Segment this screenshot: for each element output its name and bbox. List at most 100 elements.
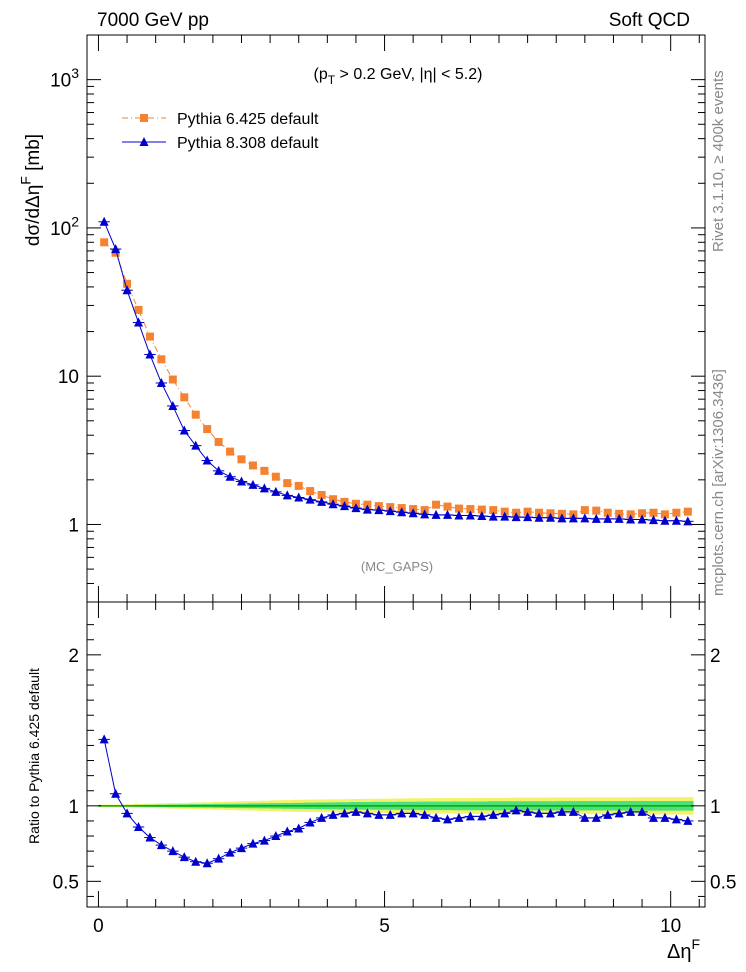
- x-tick-label: 5: [379, 916, 390, 937]
- x-tick-label: 10: [660, 916, 681, 937]
- point-pythia6: [535, 508, 544, 517]
- point-pythia6: [168, 375, 177, 384]
- ratio-point-pythia8: [614, 808, 624, 818]
- point-pythia6: [191, 410, 200, 419]
- point-pythia8: [259, 483, 269, 493]
- point-pythia8: [408, 508, 418, 518]
- series-line-pythia8: [103, 221, 688, 522]
- point-pythia6: [454, 504, 463, 513]
- legend-marker: [139, 137, 149, 146]
- ratio-point-pythia8: [408, 808, 418, 818]
- point-pythia8: [156, 377, 166, 387]
- y-tick-label: 10: [58, 367, 79, 388]
- point-pythia6: [306, 487, 315, 496]
- ratio-point-pythia8: [317, 812, 327, 822]
- ratio-point-pythia8: [568, 806, 578, 816]
- point-pythia8: [580, 513, 590, 523]
- point-pythia8: [168, 400, 178, 410]
- ratio-point-pythia8: [111, 788, 121, 798]
- point-pythia6: [260, 466, 269, 475]
- point-pythia6: [271, 472, 280, 481]
- ratio-point-pythia8: [580, 812, 590, 822]
- ratio-y-tick-label-right: 0.5: [710, 872, 736, 893]
- analysis-label: (MC_GAPS): [361, 559, 433, 574]
- main-series: [98, 216, 694, 526]
- ratio-point-pythia8: [156, 840, 166, 850]
- main-panel: 1 10 102​ 103​ (pT​ > 0.2 GeV, |η| < 5.2) (…: [17, 34, 706, 603]
- legend: Pythia 6.425 default Pythia 8.308 default: [122, 111, 319, 152]
- point-pythia8: [385, 506, 395, 516]
- point-pythia6: [626, 510, 635, 519]
- header-right: Soft QCD: [609, 10, 690, 31]
- ratio-point-pythia8: [179, 852, 189, 862]
- point-pythia8: [305, 494, 315, 504]
- point-pythia8: [225, 471, 235, 481]
- ratio-point-pythia8: [397, 808, 407, 818]
- point-pythia8: [237, 476, 246, 486]
- ratio-uncertainty-band: [98, 797, 694, 815]
- point-pythia6: [157, 355, 166, 364]
- point-pythia8: [317, 496, 327, 506]
- point-pythia6: [523, 507, 532, 516]
- ratio-point-pythia8: [271, 831, 281, 841]
- point-pythia6: [638, 509, 647, 518]
- point-pythia6: [203, 425, 212, 434]
- point-pythia6: [489, 506, 498, 515]
- point-pythia8: [660, 515, 670, 525]
- point-pythia8: [248, 479, 258, 489]
- ratio-point-pythia8: [546, 808, 555, 818]
- y-tick-label: 103​: [50, 65, 79, 92]
- point-pythia8: [328, 499, 338, 509]
- point-pythia8: [649, 515, 658, 525]
- ratio-point-pythia8: [500, 808, 510, 818]
- point-pythia6: [294, 481, 303, 490]
- mcplots-label: mcplots.cern.ch [arXiv:1306.3436]: [710, 369, 727, 596]
- ratio-point-pythia8: [214, 853, 224, 863]
- ratio-frame: [86, 601, 706, 908]
- point-pythia8: [443, 509, 452, 519]
- point-pythia6: [672, 508, 681, 517]
- ratio-ylabel: Ratio to Pythia 6.425 default: [26, 668, 42, 844]
- point-pythia6: [134, 305, 143, 314]
- point-pythia8: [134, 317, 143, 327]
- point-pythia8: [683, 516, 693, 526]
- legend-entry-label: Pythia 8.308 default: [177, 135, 319, 152]
- ratio-point-pythia8: [431, 812, 441, 822]
- point-pythia8: [374, 505, 384, 515]
- ratio-point-pythia8: [683, 815, 693, 825]
- point-pythia6: [237, 455, 246, 464]
- point-pythia8: [523, 512, 533, 522]
- point-pythia8: [591, 513, 601, 523]
- main-axes: 1 10 102​ 103​: [50, 34, 705, 603]
- ratio-point-pythia8: [351, 806, 361, 816]
- point-pythia6: [432, 500, 441, 509]
- point-pythia6: [123, 279, 132, 288]
- point-pythia8: [671, 515, 681, 525]
- ratio-point-pythia8: [328, 809, 338, 819]
- point-pythia8: [614, 513, 624, 523]
- point-pythia6: [615, 509, 624, 518]
- point-pythia6: [317, 491, 326, 500]
- point-pythia6: [226, 447, 235, 456]
- ratio-point-pythia8: [191, 856, 201, 866]
- series-line-pythia6: [103, 241, 688, 515]
- point-pythia6: [283, 479, 292, 488]
- ratio-point-pythia8: [99, 734, 109, 744]
- ratio-point-pythia8: [374, 809, 384, 819]
- point-pythia6: [683, 507, 692, 516]
- point-pythia6: [660, 510, 669, 519]
- ratio-y-tick-label: 2: [68, 646, 79, 667]
- ratio-axes: 0.5 0.5 1 1 2 2 0 5 10: [53, 602, 736, 937]
- point-pythia6: [592, 506, 601, 515]
- point-pythia6: [466, 505, 475, 514]
- ratio-point-pythia8: [591, 812, 601, 822]
- point-pythia8: [546, 512, 555, 522]
- ratio-point-pythia8: [420, 809, 430, 819]
- ratio-point-pythia8: [145, 832, 155, 842]
- ratio-point-pythia8: [603, 809, 613, 819]
- legend-marker: [140, 114, 148, 122]
- point-pythia6: [580, 506, 589, 515]
- ratio-point-pythia8: [534, 808, 544, 818]
- ratio-point-pythia8: [454, 812, 464, 822]
